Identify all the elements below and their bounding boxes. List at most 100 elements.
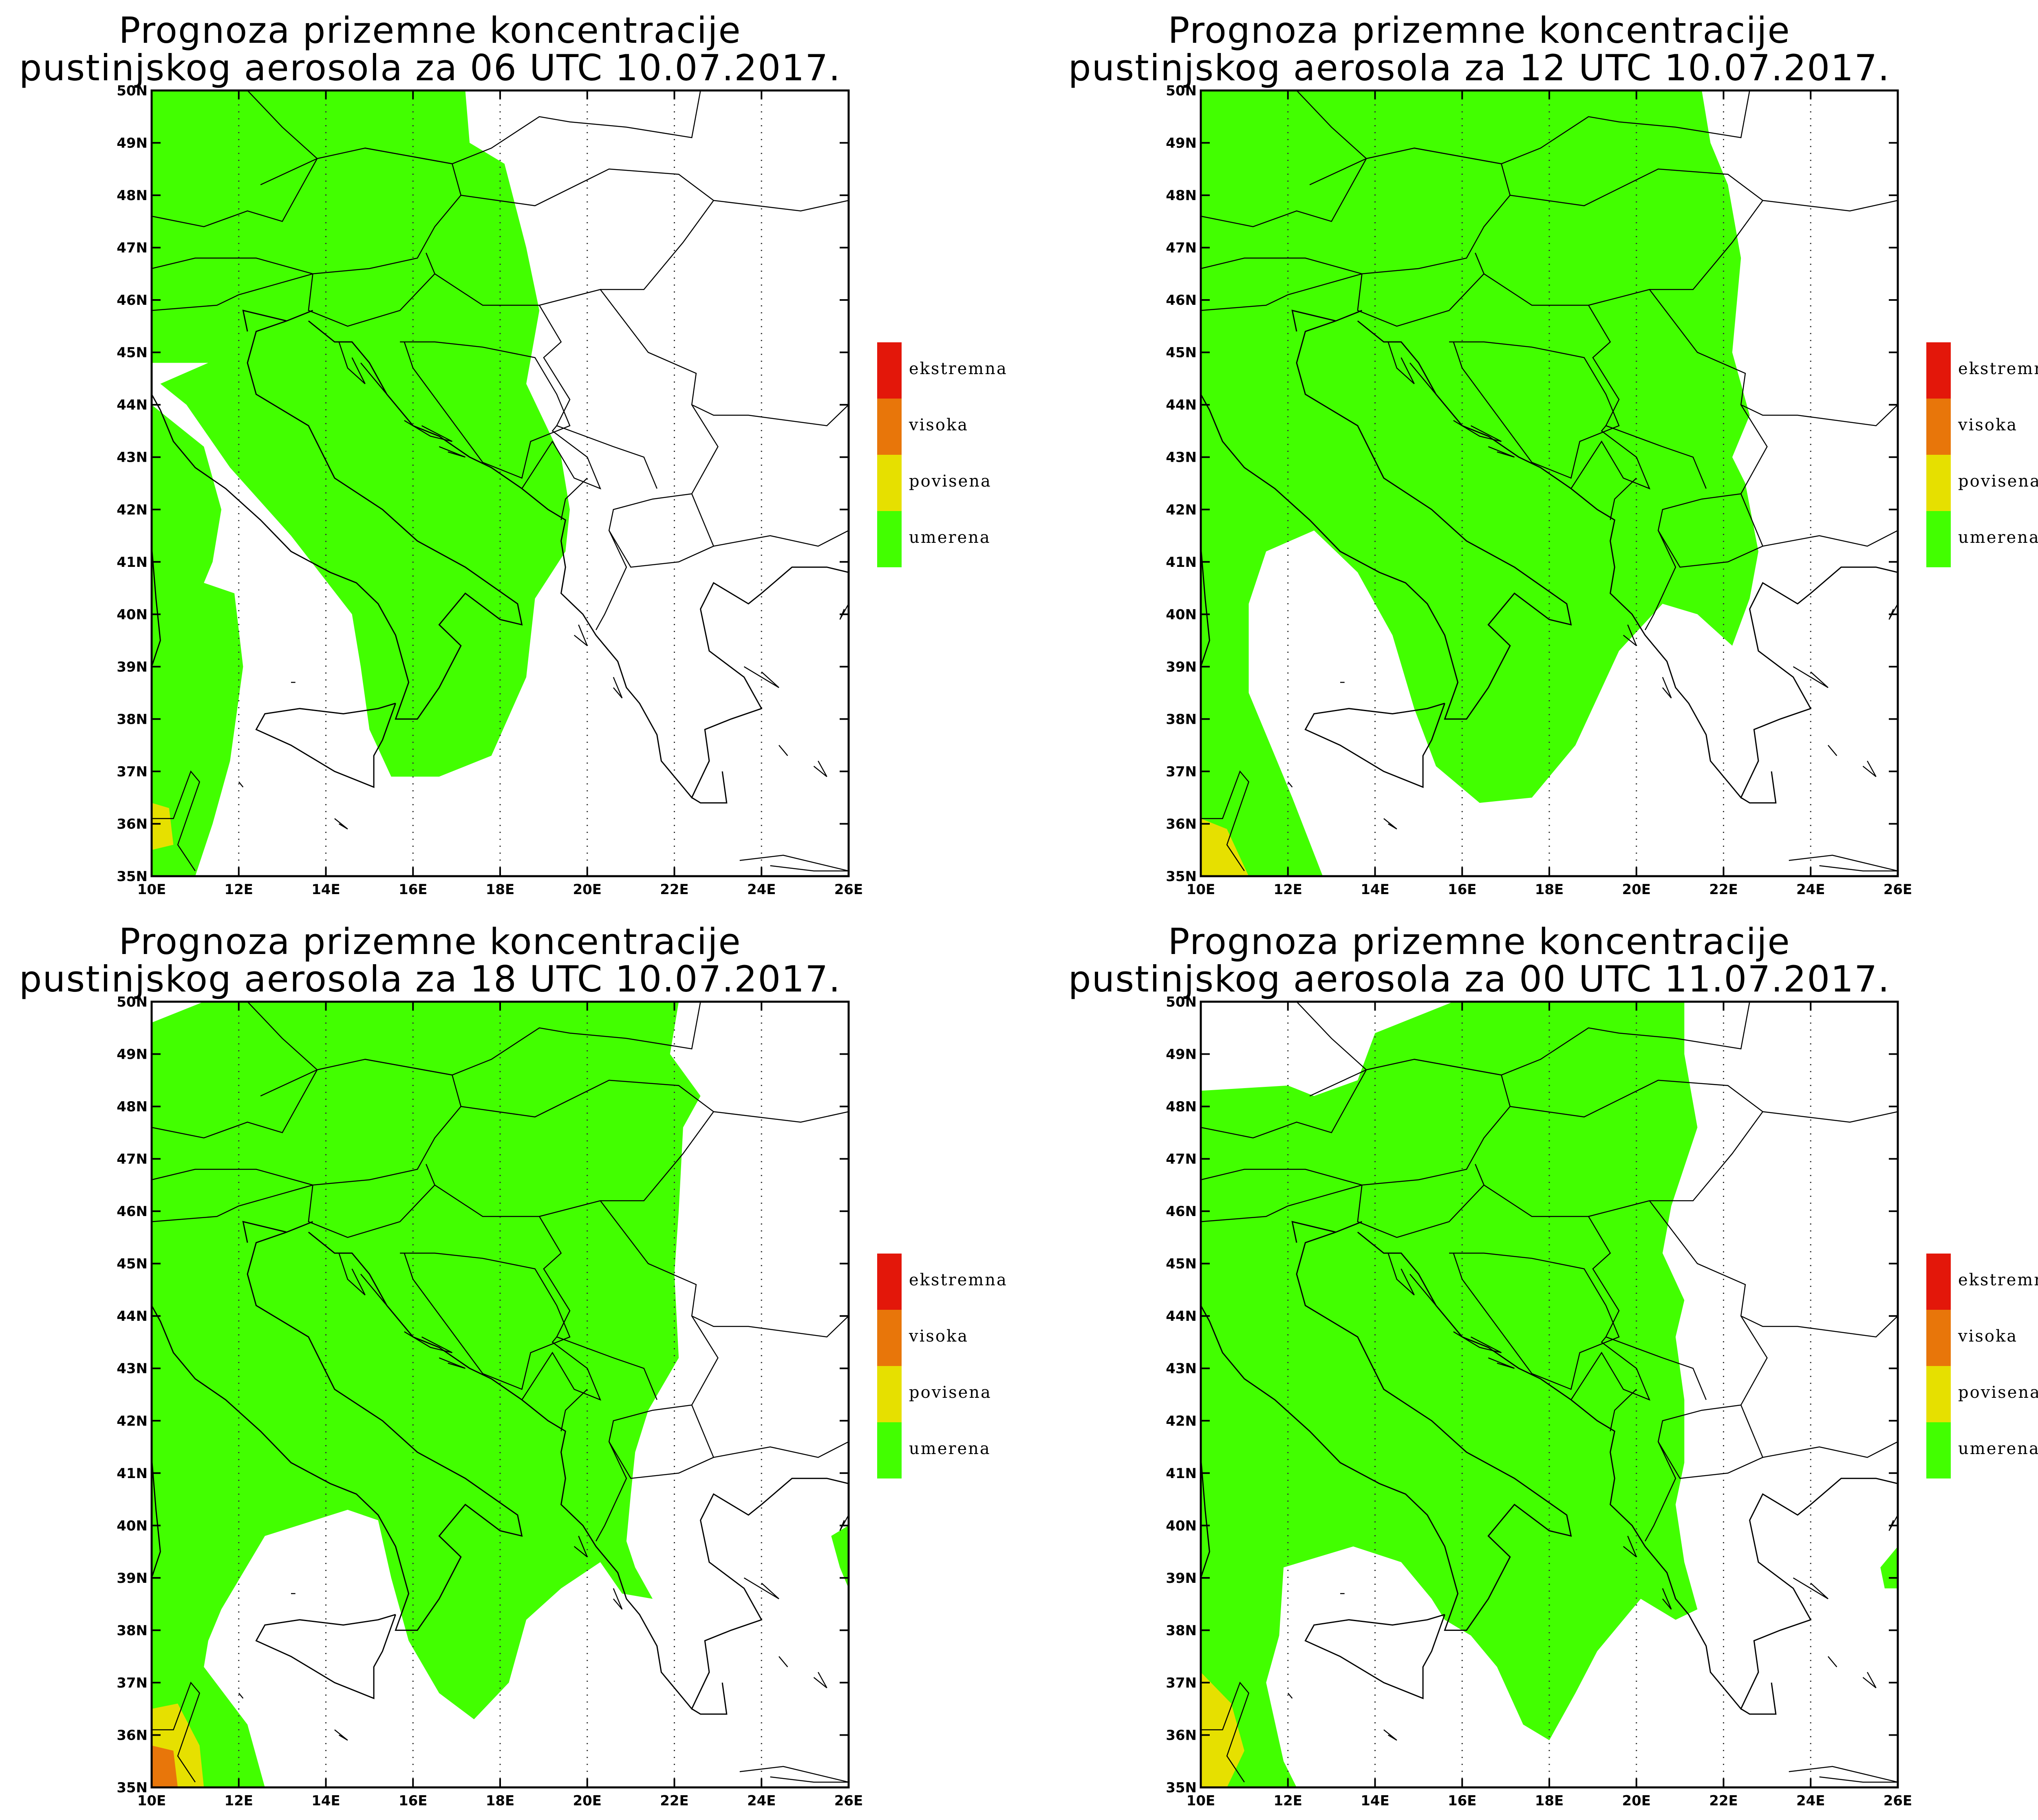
concentration-area-povisena [152, 803, 174, 850]
lon-tick-label: 12E [1273, 1793, 1302, 1809]
lat-tick-label: 48N [1166, 1099, 1197, 1115]
lat-tick-label: 45N [117, 1256, 148, 1272]
island-outline [779, 1656, 788, 1668]
island-outline [334, 818, 348, 830]
legend-swatch-povisena [1926, 1366, 1951, 1422]
concentration-area-umerena [831, 1525, 849, 1589]
legend-swatch-umerena [1926, 1422, 1951, 1478]
legend-label-ekstremna: ekstremna [1958, 359, 2038, 378]
island-outline [1453, 420, 1502, 442]
lat-tick-label: 41N [117, 1465, 148, 1482]
island-outline [1789, 1766, 1898, 1783]
island-outline [1888, 603, 1898, 620]
legend-swatch-visoka [1926, 399, 1951, 455]
country-border [1296, 90, 1367, 185]
lat-tick-label: 37N [1166, 764, 1197, 780]
island-outline [839, 603, 849, 620]
legend-swatch-ekstremna [1926, 1254, 1951, 1310]
lat-tick-label: 35N [117, 1780, 148, 1796]
lat-tick-label: 46N [1166, 292, 1197, 308]
concentration-area-umerena [1201, 90, 1758, 876]
lat-tick-label: 47N [1166, 1151, 1197, 1168]
island-outline [152, 1681, 201, 1783]
lon-tick-label: 12E [1273, 881, 1302, 898]
map-content [152, 90, 849, 876]
concentration-area-umerena [1201, 1002, 1698, 1787]
country-border [556, 1336, 657, 1400]
country-border [713, 1441, 849, 1458]
lon-tick-label: 14E [1361, 1793, 1390, 1809]
legend-swatch-umerena [877, 1422, 902, 1478]
country-border [608, 1315, 719, 1479]
island-outline [613, 677, 623, 698]
lon-tick-label: 22E [1709, 1793, 1738, 1809]
legend-swatch-ekstremna [877, 342, 902, 399]
coastline [255, 703, 396, 788]
lon-tick-label: 16E [1448, 1793, 1477, 1809]
legend-label-umerena: umerena [909, 1439, 991, 1458]
lat-tick-label: 47N [1166, 240, 1197, 256]
island-outline [739, 855, 849, 872]
forecast-map: 10E 12E 14E 16E 18E 20E 22E 24E 26E 35N 36N 37N 38N 3… [1166, 83, 1912, 898]
lon-tick-label: 14E [1361, 881, 1390, 898]
lon-tick-label: 20E [1622, 881, 1651, 898]
legend: ekstremna visoka povisena umerena [1926, 1254, 2038, 1482]
country-border [1414, 90, 1750, 165]
lat-tick-label: 49N [1166, 1047, 1197, 1063]
country-border [596, 530, 627, 630]
lon-tick-label: 16E [1448, 881, 1477, 898]
lat-tick-label: 43N [117, 1361, 148, 1377]
lat-tick-label: 40N [1166, 1518, 1197, 1534]
legend-label-ekstremna: ekstremna [909, 359, 1008, 378]
legend: ekstremna visoka povisena umerena [1926, 342, 2038, 571]
island-outline [1662, 1588, 1672, 1610]
forecast-map: 10E 12E 14E 16E 18E 20E 22E 24E 26E 35N 36N 37N 38N 3… [117, 994, 863, 1809]
concentration-area-umerena [152, 90, 570, 777]
island-outline [613, 1588, 623, 1610]
panel-title-line2: pustinjskog aerosola za 00 UTC 11.07.201… [1068, 958, 1890, 1000]
legend-label-visoka: visoka [1958, 416, 2018, 434]
map-content [1201, 1002, 1898, 1787]
map-content [1201, 90, 1898, 876]
country-border [1357, 1164, 1485, 1238]
lat-tick-label: 39N [1166, 1570, 1197, 1586]
lat-tick-label: 39N [1166, 659, 1197, 675]
legend-label-ekstremna: ekstremna [909, 1271, 1008, 1289]
lat-tick-label: 46N [117, 292, 148, 308]
island-outline [1828, 745, 1837, 756]
lon-tick-label: 12E [224, 881, 253, 898]
lat-tick-label: 40N [117, 606, 148, 623]
island-outline [1862, 760, 1877, 777]
coastline [1201, 1457, 1210, 1578]
island-outline [1789, 855, 1898, 872]
lat-tick-label: 42N [117, 502, 148, 518]
lat-tick-label: 35N [117, 868, 148, 885]
lat-tick-label: 46N [1166, 1203, 1197, 1220]
lon-tick-label: 26E [834, 1793, 863, 1809]
coastline [1201, 1221, 1572, 1631]
forecast-panel-18utc: Prognoza prizemne koncentracije pustinjs… [0, 911, 1043, 1820]
country-border [1449, 1252, 1620, 1390]
forecast-panel-12utc: Prognoza prizemne koncentracije pustinjs… [1049, 0, 2038, 909]
country-border [400, 341, 571, 479]
island-outline [1862, 1672, 1877, 1688]
island-outline [1287, 781, 1293, 788]
lat-tick-label: 38N [1166, 711, 1197, 727]
country-border [1762, 1441, 1898, 1458]
legend-label-povisena: povisena [909, 472, 992, 491]
country-border [608, 404, 719, 568]
lat-tick-label: 41N [1166, 1465, 1197, 1482]
legend-swatch-visoka [877, 399, 902, 455]
panel-title-line1: Prognoza prizemne koncentracije [1168, 921, 1791, 963]
lat-tick-label: 37N [1166, 1675, 1197, 1691]
lat-tick-label: 45N [1166, 1256, 1197, 1272]
lat-tick-label: 38N [117, 1622, 148, 1639]
island-outline [1662, 677, 1672, 698]
island-outline [573, 624, 588, 646]
lat-tick-label: 49N [1166, 135, 1197, 152]
country-border [560, 1389, 588, 1432]
lat-tick-label: 48N [1166, 187, 1197, 204]
country-border [308, 253, 436, 327]
legend-swatch-povisena [1926, 455, 1951, 511]
island-outline [1488, 1357, 1515, 1369]
